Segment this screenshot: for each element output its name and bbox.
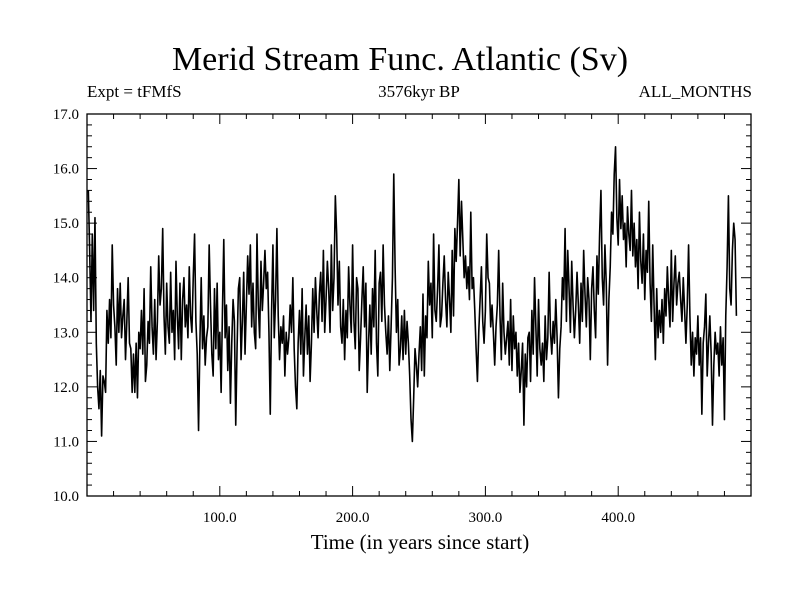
y-tick-label: 16.0 — [53, 162, 79, 178]
x-tick-label: 400.0 — [601, 510, 635, 526]
chart-title: Merid Stream Func. Atlantic (Sv) — [171, 41, 629, 78]
x-tick-label: 300.0 — [469, 510, 503, 526]
y-tick-label: 10.0 — [53, 489, 79, 505]
x-tick-label: 100.0 — [203, 510, 237, 526]
x-axis-label: Time (in years since start) — [310, 530, 530, 554]
y-tick-label: 14.0 — [53, 271, 79, 287]
plot-frame — [86, 113, 752, 497]
axis-tick-labels: 10.0 11.0 12.0 13.0 14.0 15.0 16.0 17.0 100.0 200… — [53, 107, 635, 526]
series-line — [87, 145, 738, 443]
experiment-label: Expt = tFMfS — [87, 82, 182, 101]
y-tick-label: 13.0 — [53, 325, 79, 341]
y-tick-label: 15.0 — [53, 216, 79, 232]
y-tick-label: 12.0 — [53, 380, 79, 396]
period-label: 3576kyr BP — [378, 82, 460, 101]
axis-ticks — [87, 113, 751, 497]
months-label: ALL_MONTHS — [638, 82, 752, 101]
y-tick-label: 11.0 — [53, 434, 79, 450]
y-tick-label: 17.0 — [53, 107, 79, 123]
x-tick-label: 200.0 — [336, 510, 370, 526]
